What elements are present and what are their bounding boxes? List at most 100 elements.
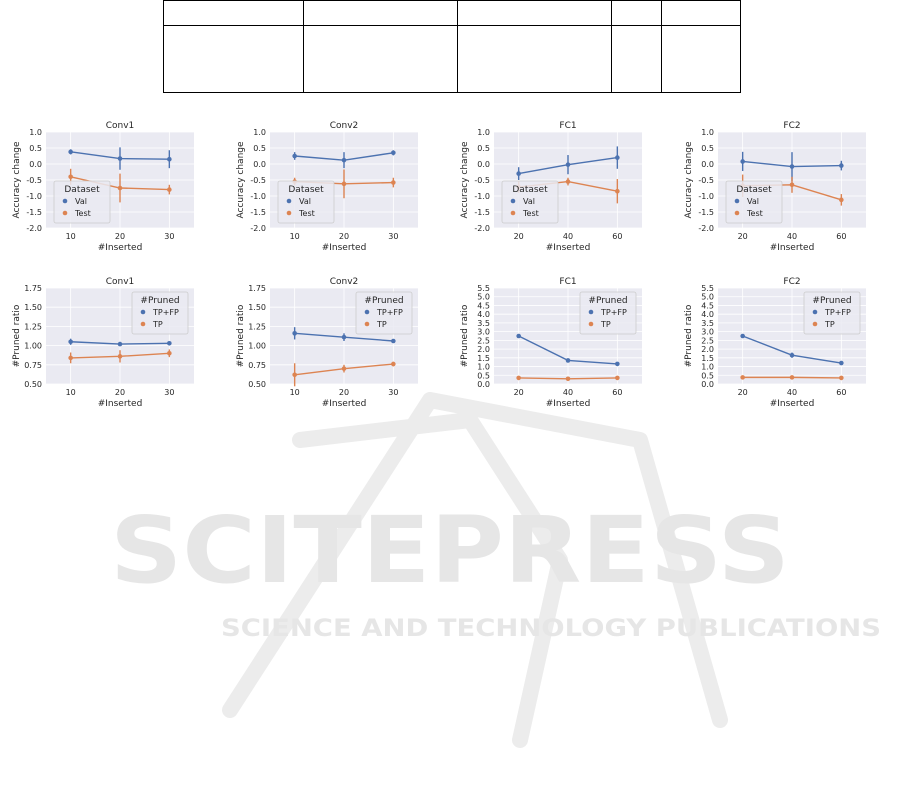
y-axis-label: Accuracy change: [684, 141, 694, 219]
x-tick-label: 60: [836, 388, 846, 397]
x-tick-label: 10: [66, 232, 76, 241]
y-tick-label: -0.5: [26, 176, 42, 185]
data-point: [740, 159, 745, 164]
data-point: [167, 340, 172, 346]
legend-label: TP: [824, 320, 835, 329]
x-tick-label: 10: [66, 388, 76, 397]
data-point: [68, 174, 73, 180]
legend-marker: [734, 210, 740, 216]
legend-box: [803, 291, 861, 335]
y-tick-label: -2.0: [250, 224, 266, 233]
x-tick-label: 40: [563, 232, 573, 241]
y-tick-label: -2.0: [26, 224, 42, 233]
table-row: [163, 25, 741, 93]
x-tick-label: 40: [787, 388, 797, 397]
x-tick-label: 30: [388, 232, 398, 241]
legend: #Pruned TP+FP TP: [579, 291, 637, 335]
y-tick-label: 1.0: [701, 128, 714, 137]
y-tick-label: -1.5: [698, 208, 714, 217]
data-point: [615, 155, 620, 160]
chart-title: FC1: [559, 121, 576, 131]
y-tick-label: 0.0: [701, 160, 714, 169]
y-tick-label: 2.5: [701, 336, 714, 345]
data-point: [565, 358, 571, 363]
y-axis-label: #Pruned ratio: [12, 304, 22, 367]
y-tick-label: 4.5: [701, 301, 714, 310]
x-tick-label: 40: [787, 232, 797, 241]
x-tick-label: 20: [115, 388, 125, 397]
y-tick-label: 0.0: [29, 160, 42, 169]
y-tick-label: 4.0: [477, 310, 490, 319]
legend-marker: [812, 309, 818, 315]
legend-marker: [62, 198, 68, 204]
legend: #Pruned TP+FP TP: [803, 291, 861, 335]
data-point: [839, 360, 844, 366]
data-point: [167, 350, 172, 356]
data-point: [167, 156, 172, 162]
y-tick-label: -2.0: [698, 224, 714, 233]
legend-marker: [510, 210, 516, 216]
header-table: [163, 0, 741, 93]
data-point: [789, 352, 795, 358]
legend-label: TP: [152, 320, 163, 329]
y-tick-label: 1.5: [701, 354, 714, 363]
y-tick-label: 0.5: [701, 144, 714, 153]
data-point: [565, 376, 571, 382]
data-point: [615, 375, 620, 381]
y-tick-label: -0.5: [698, 176, 714, 185]
y-tick-label: -1.0: [26, 192, 42, 201]
y-tick-label: -0.5: [250, 176, 266, 185]
x-tick-label: 30: [164, 232, 174, 241]
legend-marker: [588, 309, 594, 315]
data-point: [565, 162, 571, 167]
legend-title: #Pruned: [140, 296, 179, 306]
data-point: [391, 150, 396, 156]
data-point: [839, 375, 844, 381]
legend-box: [355, 291, 413, 335]
chart-title: FC2: [783, 277, 800, 287]
x-axis-label: #Inserted: [546, 243, 591, 253]
x-tick-label: 20: [339, 388, 349, 397]
legend-marker: [286, 210, 292, 216]
legend-label: Test: [522, 209, 539, 218]
legend-marker: [62, 210, 68, 216]
y-tick-label: 1.0: [477, 128, 490, 137]
chart-6: 0.00.51.01.52.02.53.03.54.04.55.05.5 20 40…: [460, 277, 642, 409]
data-point: [391, 338, 396, 344]
data-point: [789, 375, 795, 380]
legend-label: TP+FP: [376, 308, 403, 317]
table-cell: [163, 25, 304, 93]
y-tick-label: 0.0: [253, 160, 266, 169]
legend-label: Val: [75, 197, 87, 206]
data-point: [615, 361, 620, 367]
y-tick-label: 4.5: [477, 301, 490, 310]
legend-box: [579, 291, 637, 335]
y-tick-label: 5.5: [701, 284, 714, 293]
x-axis-label: #Inserted: [322, 399, 367, 409]
y-tick-label: 5.5: [477, 284, 490, 293]
data-point: [68, 149, 73, 155]
data-point: [341, 157, 347, 163]
y-axis-label: #Pruned ratio: [684, 304, 694, 367]
legend-marker: [364, 321, 370, 327]
chart-5: 0.50 0.75 1.00 1.25 1.50 1.75 10 20 30 Conv2 #Inse…: [236, 277, 418, 409]
y-tick-label: 1.0: [29, 128, 42, 137]
data-point: [789, 182, 795, 188]
y-tick-label: 5.0: [701, 293, 714, 302]
data-point: [68, 355, 73, 361]
data-point: [117, 354, 123, 359]
x-tick-label: 30: [388, 388, 398, 397]
y-tick-label: 0.5: [29, 144, 42, 153]
legend: Dataset Val Test: [501, 180, 559, 224]
data-point: [391, 361, 396, 367]
y-tick-label: 4.0: [701, 310, 714, 319]
x-axis-label: #Inserted: [770, 399, 815, 409]
y-tick-label: 0.75: [248, 361, 266, 370]
watermark-tagline: SCIENCE AND TECHNOLOGY PUBLICATIONS: [221, 614, 881, 642]
legend-label: Val: [299, 197, 311, 206]
x-tick-label: 40: [563, 388, 573, 397]
table-cell: [457, 0, 612, 26]
x-tick-label: 30: [164, 388, 174, 397]
y-tick-label: 1.00: [248, 342, 266, 351]
y-tick-label: 0.5: [477, 371, 490, 380]
